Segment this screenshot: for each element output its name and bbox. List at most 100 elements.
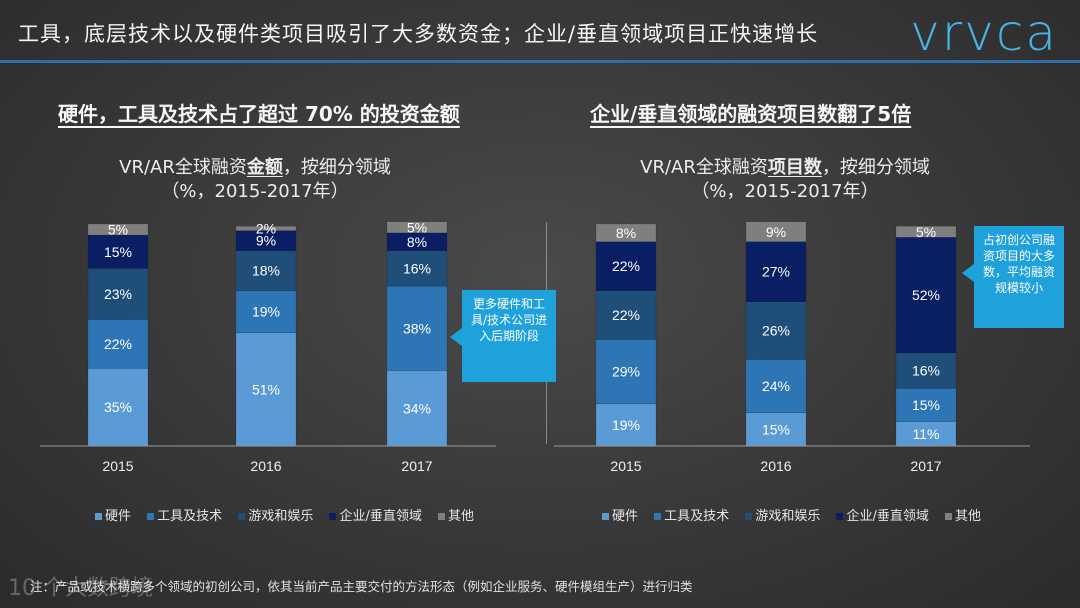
legend-item-other: 其他 bbox=[438, 505, 474, 524]
deal-count-x-tick-label: 2017 bbox=[910, 458, 941, 474]
funding-amount-data-label: 5% bbox=[108, 222, 128, 238]
deal-count-bar-2015-hardware bbox=[595, 403, 657, 447]
funding-amount-data-label: 8% bbox=[407, 234, 427, 250]
deal-count-x-tick-label: 2016 bbox=[760, 458, 791, 474]
funding-amount-data-label: 5% bbox=[407, 219, 427, 235]
deal-count-data-label: 24% bbox=[762, 378, 790, 394]
legend-label: 企业/垂直领域 bbox=[339, 509, 422, 524]
legend-item-other: 其他 bbox=[945, 505, 981, 524]
funding-amount-data-label: 15% bbox=[104, 244, 132, 260]
legend-label: 其他 bbox=[955, 509, 982, 524]
footnote: 注：产品或技术横跨多个领域的初创公司，依其当前产品主要交付的方法形态（例如企业服… bbox=[30, 579, 693, 594]
funding-amount-bar-2017-games bbox=[386, 250, 448, 287]
right-chart-title: VR/AR全球融资项目数，按细分领域 （%，2015-2017年） bbox=[585, 156, 985, 204]
deal-count-bar-2015-enterprise bbox=[595, 241, 657, 291]
deal-count-bar-2017-games bbox=[895, 352, 957, 389]
funding-amount-data-label: 9% bbox=[256, 233, 276, 249]
deal-count-bar-2017-other bbox=[895, 225, 957, 238]
left-chart-title-post: ，按细分领域 bbox=[282, 157, 391, 178]
deal-count-data-label: 22% bbox=[612, 258, 640, 274]
deal-count-data-label: 8% bbox=[616, 225, 636, 241]
legend-swatch-other bbox=[438, 513, 445, 520]
deal-count-bar-2015-games bbox=[595, 290, 657, 340]
header-divider bbox=[0, 60, 1080, 63]
funding-amount-data-label: 2% bbox=[256, 220, 276, 236]
left-legend: 硬件 工具及技术 游戏和娱乐 企业/垂直领域 其他 bbox=[95, 505, 486, 524]
legend-swatch-tools bbox=[147, 513, 155, 520]
funding-amount-data-label: 35% bbox=[104, 399, 132, 415]
deal-count-data-label: 52% bbox=[912, 287, 940, 303]
deal-count-bar-2017-hardware bbox=[895, 421, 957, 447]
deal-count-bar-2016-other bbox=[745, 221, 807, 243]
funding-amount-bar-2015-enterprise bbox=[87, 234, 149, 269]
legend-label: 工具及技术 bbox=[664, 509, 730, 524]
left-panel-heading: 硬件，工具及技术占了超过 70% 的投资金额 bbox=[58, 102, 460, 126]
legend-swatch-other bbox=[945, 513, 952, 520]
funding-amount-bar-2017-hardware bbox=[386, 370, 448, 447]
funding-amount-x-tick-label: 2015 bbox=[102, 458, 133, 474]
legend-swatch-games bbox=[745, 513, 753, 520]
deal-count-bar-2016-enterprise bbox=[745, 241, 807, 302]
legend-label: 游戏和娱乐 bbox=[755, 509, 821, 524]
funding-amount-data-label: 22% bbox=[104, 336, 132, 352]
deal-count-bar-2015-other bbox=[595, 223, 657, 243]
deal-count-data-label: 27% bbox=[762, 264, 790, 280]
right-legend: 硬件 工具及技术 游戏和娱乐 企业/垂直领域 其他 bbox=[602, 505, 993, 524]
left-chart-title-emph: 金额 bbox=[246, 157, 283, 178]
right-chart-title-unit: （%，2015-2017年） bbox=[691, 181, 879, 202]
legend-swatch-enterprise bbox=[329, 513, 337, 520]
slide-title: 工具，底层技术以及硬件类项目吸引了大多数资金；企业/垂直领域项目正快速增长 bbox=[18, 22, 819, 46]
vrvca-logo: vrvca bbox=[910, 4, 1058, 62]
legend-swatch-tools bbox=[654, 513, 662, 520]
deal-count-data-label: 11% bbox=[913, 426, 940, 442]
funding-amount-bar-2015-tools bbox=[87, 319, 149, 369]
deal-count-data-label: 9% bbox=[766, 224, 786, 240]
legend-label: 硬件 bbox=[612, 509, 639, 524]
right-panel-heading: 企业/垂直领域的融资项目数翻了5倍 bbox=[590, 102, 912, 126]
funding-amount-x-tick-label: 2017 bbox=[401, 458, 432, 474]
deal-count-bar-2015-tools bbox=[595, 339, 657, 405]
deal-count-data-label: 26% bbox=[762, 323, 790, 339]
watermark: 10 个大数跨境 bbox=[8, 576, 153, 601]
legend-swatch-hardware bbox=[95, 513, 102, 520]
funding-amount-data-label: 19% bbox=[252, 304, 280, 320]
deal-count-bar-2016-games bbox=[745, 301, 807, 360]
legend-item-games: 游戏和娱乐 bbox=[238, 505, 313, 524]
right-chart-title-post: ，按细分领域 bbox=[821, 157, 930, 178]
right-chart-title-pre: VR/AR全球融资 bbox=[640, 157, 768, 178]
legend-item-hardware: 硬件 bbox=[95, 505, 131, 524]
deal-count-data-label: 5% bbox=[916, 224, 936, 240]
funding-amount-bar-2016-other bbox=[235, 225, 297, 231]
deal-count-data-label: 16% bbox=[912, 363, 940, 379]
funding-amount-data-label: 34% bbox=[403, 400, 431, 416]
legend-item-games: 游戏和娱乐 bbox=[745, 505, 820, 524]
legend-label: 工具及技术 bbox=[157, 509, 223, 524]
funding-amount-data-label: 18% bbox=[252, 263, 280, 279]
legend-item-tools: 工具及技术 bbox=[654, 505, 729, 524]
legend-swatch-enterprise bbox=[836, 513, 844, 520]
deal-count-data-label: 29% bbox=[612, 364, 640, 380]
funding-amount-bar-2015-games bbox=[87, 268, 149, 320]
left-chart-title-pre: VR/AR全球融资 bbox=[119, 157, 247, 178]
legend-swatch-hardware bbox=[602, 513, 609, 520]
deal-count-data-label: 15% bbox=[762, 421, 790, 437]
funding-amount-data-label: 38% bbox=[403, 320, 431, 336]
legend-swatch-games bbox=[238, 513, 246, 520]
funding-amount-bar-2017-other bbox=[386, 221, 448, 234]
deal-count-x-tick-label: 2015 bbox=[610, 458, 641, 474]
funding-amount-bar-2016-tools bbox=[235, 290, 297, 334]
legend-item-tools: 工具及技术 bbox=[147, 505, 222, 524]
legend-label: 硬件 bbox=[105, 509, 132, 524]
legend-item-enterprise: 企业/垂直领域 bbox=[329, 505, 422, 524]
deal-count-bar-2016-tools bbox=[745, 359, 807, 413]
deal-count-data-label: 22% bbox=[612, 307, 640, 323]
right-callout: 占初创公司融资项目的大多数，平均融资规模较小 bbox=[962, 226, 1064, 328]
legend-item-hardware: 硬件 bbox=[602, 505, 638, 524]
funding-amount-bar-2016-games bbox=[235, 250, 297, 291]
left-callout: 更多硬件和工具/技术公司进入后期阶段 bbox=[450, 290, 556, 382]
deal-count-data-label: 15% bbox=[912, 397, 940, 413]
funding-amount-data-label: 16% bbox=[403, 260, 431, 276]
funding-amount-x-tick-label: 2016 bbox=[250, 458, 281, 474]
deal-count-bar-2017-enterprise bbox=[895, 237, 957, 354]
